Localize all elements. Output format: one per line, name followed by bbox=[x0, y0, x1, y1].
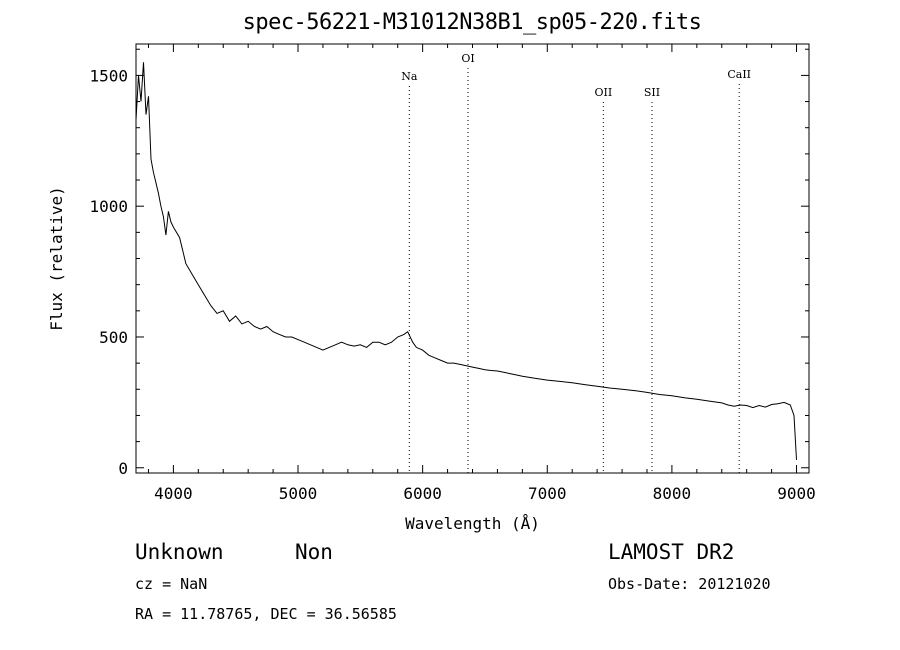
axis-labels: 4000 5000 6000 7000 8000 9000 0 500 1000 1500 Wave… bbox=[47, 66, 816, 533]
line-label-oi: OI bbox=[461, 52, 474, 65]
chart-title: spec-56221-M31012N38B1_sp05-220.fits bbox=[242, 10, 702, 35]
x-tick-label: 6000 bbox=[403, 484, 442, 503]
y-tick-label: 1500 bbox=[89, 66, 128, 85]
line-label-caii: CaII bbox=[727, 68, 751, 81]
y-tick-label: 0 bbox=[118, 459, 128, 478]
cz-label: cz = NaN bbox=[135, 575, 208, 593]
obs-date-label: Obs-Date: 20121020 bbox=[608, 575, 771, 593]
emission-lines: Na OI OII SII CaII bbox=[401, 52, 751, 473]
x-tick-label: 5000 bbox=[279, 484, 318, 503]
subclass-label: Non bbox=[295, 540, 333, 564]
x-tick-label: 9000 bbox=[777, 484, 816, 503]
x-tick-label: 7000 bbox=[528, 484, 567, 503]
flux-spectrum-line bbox=[135, 62, 797, 460]
series bbox=[135, 62, 797, 460]
line-label-na: Na bbox=[401, 70, 418, 83]
class-label: Unknown bbox=[135, 540, 224, 564]
line-label-oii: OII bbox=[595, 86, 613, 99]
x-axis-title: Wavelength (Å) bbox=[405, 514, 540, 533]
line-label-sii: SII bbox=[644, 86, 660, 99]
y-tick-label: 1000 bbox=[89, 197, 128, 216]
y-axis-title: Flux (relative) bbox=[47, 186, 66, 331]
survey-label: LAMOST DR2 bbox=[608, 540, 735, 564]
x-tick-label: 4000 bbox=[154, 484, 193, 503]
y-tick-label: 500 bbox=[99, 328, 128, 347]
coords-label: RA = 11.78765, DEC = 36.56585 bbox=[135, 605, 397, 623]
x-tick-label: 8000 bbox=[653, 484, 692, 503]
axes bbox=[135, 43, 810, 474]
plot-frame bbox=[135, 43, 810, 474]
ticks bbox=[136, 44, 809, 473]
